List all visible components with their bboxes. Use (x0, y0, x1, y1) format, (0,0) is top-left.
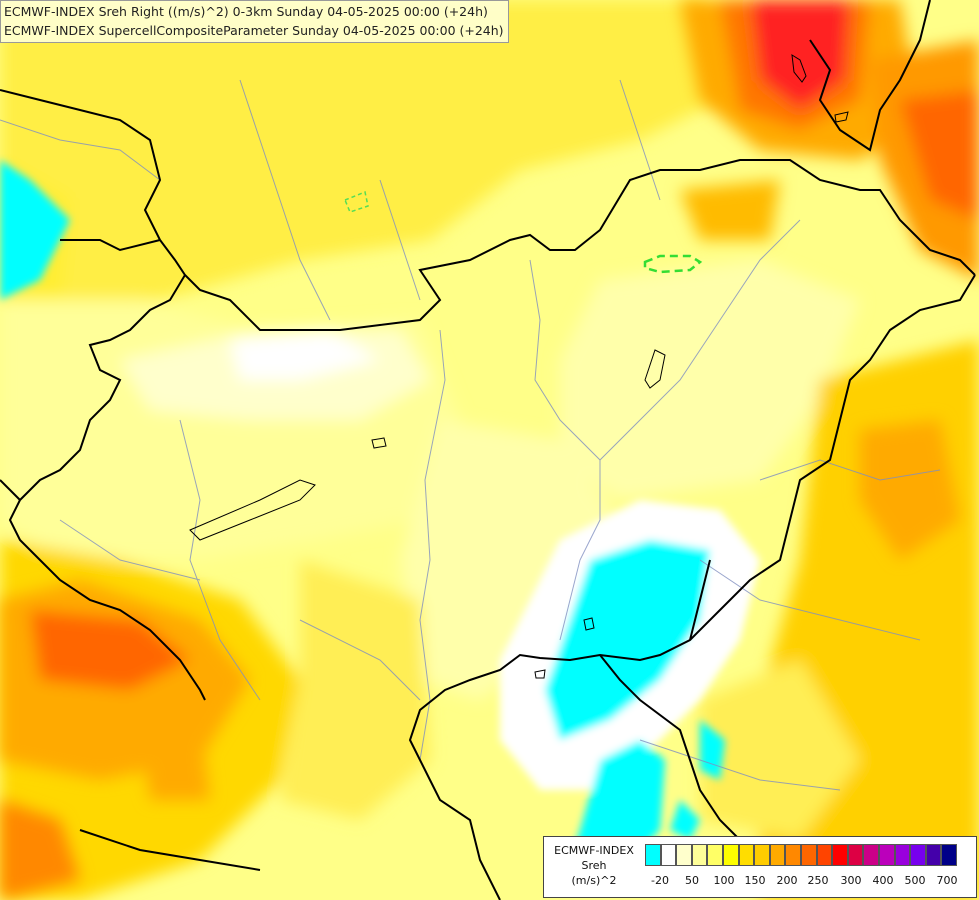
legend-tick-label: 100 (713, 874, 735, 887)
map-title-box: ECMWF-INDEX Sreh Right ((m/s)^2) 0-3km S… (0, 0, 509, 43)
map-title-line1: ECMWF-INDEX Sreh Right ((m/s)^2) 0-3km S… (4, 4, 488, 19)
rivers (0, 79, 941, 791)
legend-swatch (722, 844, 739, 866)
legend-tick-label: 200 (776, 874, 798, 887)
legend-tick-label: -20 (651, 874, 669, 887)
legend-swatch (925, 844, 942, 866)
legend-tick-label: 250 (807, 874, 829, 887)
legend-swatch (878, 844, 895, 866)
scp-contours (189, 54, 849, 679)
legend-title-unit: (m/s)^2 (571, 874, 617, 887)
legend-tick-label: 300 (840, 874, 862, 887)
legend-swatch (691, 844, 708, 866)
legend-swatch (785, 844, 801, 866)
scp-green-contour-small (344, 190, 369, 213)
legend-tick-label: 50 (685, 874, 699, 887)
legend-title-param: Sreh (581, 859, 607, 872)
legend-swatch (660, 844, 677, 866)
legend-swatch (941, 844, 957, 866)
legend-swatch (832, 844, 848, 866)
legend-swatch (910, 844, 926, 866)
legend-tick-label: 400 (872, 874, 894, 887)
legend-swatch (847, 844, 864, 866)
map-title-line2: ECMWF-INDEX SupercellCompositeParameter … (4, 23, 504, 38)
legend-tick-label: 700 (936, 874, 958, 887)
legend-swatch (769, 844, 786, 866)
legend-ticks: -20 50 100 150 200 250 300 400 500 700 (645, 874, 975, 890)
color-legend: ECMWF-INDEX Sreh (m/s)^2 -20 50 100 150 200 2… (543, 836, 977, 898)
legend-title-model: ECMWF-INDEX (554, 844, 634, 857)
legend-swatch (894, 844, 911, 866)
legend-swatch (754, 844, 770, 866)
legend-swatch (645, 844, 661, 866)
legend-swatch (676, 844, 692, 866)
legend-tick-label: 150 (744, 874, 766, 887)
legend-swatch (863, 844, 879, 866)
legend-swatch (738, 844, 755, 866)
legend-title: ECMWF-INDEX Sreh (m/s)^2 (546, 843, 642, 888)
legend-swatch (800, 844, 817, 866)
legend-tick-label: 500 (904, 874, 926, 887)
legend-swatch (707, 844, 723, 866)
legend-swatch (816, 844, 833, 866)
legend-swatches (645, 844, 957, 866)
